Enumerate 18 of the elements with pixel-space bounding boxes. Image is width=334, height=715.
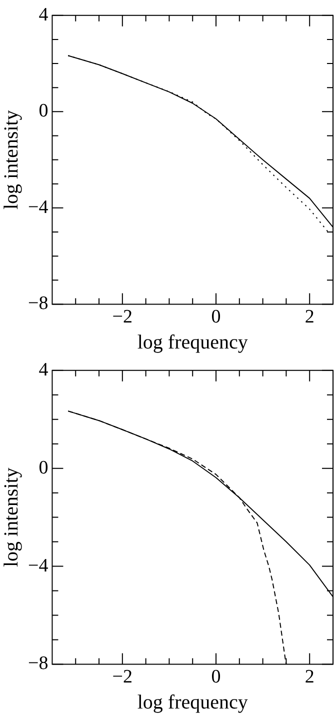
x-tick-label: −2 — [112, 306, 133, 328]
y-tick-label: 4 — [38, 4, 49, 26]
x-tick-label: 0 — [211, 666, 221, 688]
x-tick-label: −2 — [112, 666, 133, 688]
y-tick-label: 0 — [38, 100, 48, 122]
y-axis-title: log intensity — [0, 110, 22, 210]
y-tick-label: −8 — [28, 653, 48, 674]
y-tick-label: −4 — [28, 196, 49, 218]
x-tick-label: 2 — [304, 306, 314, 328]
y-tick-label: −8 — [28, 293, 48, 314]
y-axis-title: log intensity — [0, 468, 22, 568]
y-tick-label: −4 — [28, 555, 49, 576]
x-tick-label: 2 — [304, 666, 314, 688]
x-tick-label: 0 — [211, 306, 221, 328]
x-axis-title: log frequency — [137, 691, 248, 714]
x-axis-title: log frequency — [137, 331, 248, 354]
y-tick-label: 0 — [38, 457, 48, 478]
y-tick-label: 4 — [38, 359, 49, 380]
